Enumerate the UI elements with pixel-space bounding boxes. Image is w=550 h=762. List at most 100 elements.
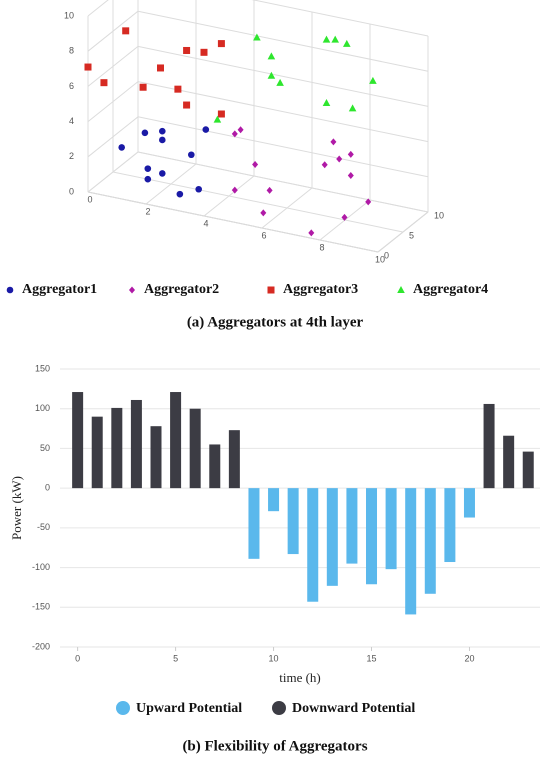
y-tick-label: -50 — [37, 522, 50, 532]
y-tick-label: -200 — [32, 641, 50, 651]
grid-line — [137, 116, 429, 178]
y-tick-label: 0 — [384, 250, 389, 260]
point — [141, 129, 149, 137]
grid-line — [87, 116, 139, 158]
point — [159, 136, 166, 144]
x-tick-label: 4 — [203, 218, 208, 228]
bar — [228, 430, 240, 489]
grid-line — [137, 45, 429, 107]
bar — [130, 399, 142, 489]
legend-marker — [129, 286, 135, 294]
z-tick-label: 8 — [69, 46, 74, 56]
point — [183, 46, 191, 54]
point — [217, 110, 225, 118]
point — [266, 186, 273, 194]
grid-line — [251, 0, 429, 37]
point — [331, 35, 339, 43]
point — [157, 64, 164, 72]
grid-line — [87, 81, 139, 122]
bar — [72, 392, 84, 489]
point — [188, 151, 195, 159]
point — [200, 48, 208, 56]
point — [252, 160, 259, 168]
point — [260, 209, 267, 217]
z-tick-label: 4 — [69, 116, 74, 126]
bar — [444, 488, 456, 563]
x-tick-label: 0 — [87, 194, 92, 204]
bar — [91, 416, 103, 489]
point — [202, 126, 210, 133]
z-tick-label: 0 — [69, 186, 74, 196]
bar — [307, 488, 319, 602]
grid-line — [87, 0, 109, 17]
bar — [111, 407, 123, 489]
x-tick-label: 2 — [145, 206, 150, 216]
x-tick-label: 6 — [261, 230, 266, 240]
bar — [385, 488, 397, 570]
point — [321, 161, 328, 169]
point — [308, 229, 315, 237]
point — [84, 63, 92, 71]
point — [341, 213, 348, 221]
point — [183, 101, 191, 109]
y-tick-label: 5 — [409, 230, 414, 240]
grid-line — [137, 81, 429, 143]
point — [267, 52, 276, 60]
point — [100, 79, 108, 87]
bar — [366, 488, 378, 585]
point — [348, 104, 357, 112]
y-tick-label: -100 — [32, 562, 50, 572]
point — [176, 190, 184, 198]
grid-line — [87, 10, 139, 52]
point — [267, 71, 276, 79]
bar — [150, 426, 162, 489]
point — [369, 76, 377, 84]
legend-label: Aggregator3 — [283, 282, 358, 297]
legend-label: Aggregator2 — [144, 282, 219, 297]
point — [144, 165, 152, 172]
y-tick-label: 150 — [35, 363, 50, 373]
legend-marker — [397, 286, 405, 293]
x-axis-label: time (h) — [279, 670, 321, 685]
point — [253, 33, 261, 41]
grid-line — [87, 191, 379, 253]
grid-line — [137, 10, 429, 72]
caption: (b) Flexibility of Aggregators — [182, 738, 367, 754]
grid-line — [87, 151, 139, 193]
x-tick-label: 0 — [75, 653, 80, 663]
point — [231, 186, 238, 194]
point — [159, 127, 166, 135]
point — [347, 171, 354, 179]
x-tick-label: 8 — [319, 242, 324, 252]
y-tick-label: 10 — [434, 210, 444, 220]
bar — [326, 488, 338, 586]
y-axis-label: Power (kW) — [9, 476, 24, 540]
point — [330, 138, 337, 146]
grid-line — [87, 46, 139, 87]
legend-marker — [267, 286, 275, 294]
grid-line — [112, 171, 404, 233]
x-tick-label: 20 — [464, 653, 474, 663]
grid-line — [137, 151, 429, 213]
legend-label: Aggregator4 — [413, 282, 488, 297]
legend-marker — [272, 701, 286, 715]
z-tick-label: 10 — [64, 10, 74, 20]
y-tick-label: 50 — [40, 443, 50, 453]
point — [118, 144, 125, 151]
z-tick-label: 2 — [69, 151, 74, 161]
bar — [287, 488, 299, 555]
bar — [346, 488, 358, 564]
legend-marker — [116, 701, 130, 715]
point — [217, 40, 225, 48]
bar — [268, 488, 280, 512]
legend-label: Upward Potential — [136, 701, 242, 716]
point — [322, 35, 331, 43]
legend-label: Aggregator1 — [22, 282, 97, 297]
x-tick-label: 10 — [375, 254, 385, 264]
bar — [463, 488, 475, 518]
x-tick-label: 10 — [269, 653, 279, 663]
bar — [209, 444, 221, 489]
point — [159, 170, 166, 177]
